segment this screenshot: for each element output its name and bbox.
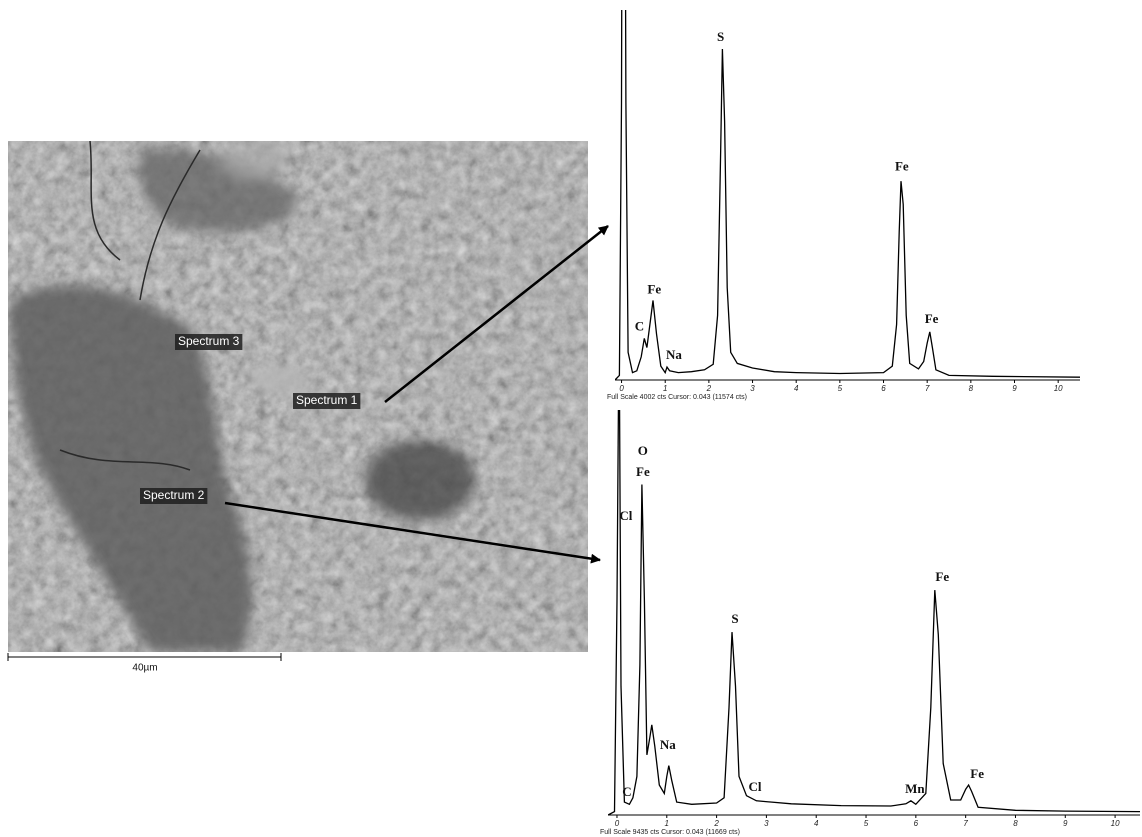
x-tick-label: 9: [1012, 384, 1017, 393]
chart-footer: Full Scale 4002 cts Cursor: 0.043 (11574…: [607, 394, 747, 401]
x-tick-label: 6: [914, 819, 919, 828]
x-tick-label: 6: [881, 384, 886, 393]
peak-label: Mn: [905, 781, 925, 796]
peak-label: Fe: [895, 158, 909, 173]
peak-label: S: [731, 611, 738, 626]
peak-label: C: [635, 318, 644, 333]
x-tick-label: 1: [663, 384, 667, 393]
spectrum-label: Spectrum 1: [296, 393, 358, 407]
peak-label: C: [622, 784, 631, 799]
peak-label: Cl: [619, 508, 632, 523]
peak-label: S: [717, 29, 724, 44]
peak-label: Fe: [935, 569, 949, 584]
peak-label: Fe: [647, 281, 661, 296]
chart-footer: Full Scale 9435 cts Cursor: 0.043 (11669…: [600, 829, 740, 836]
peak-label: Na: [660, 737, 676, 752]
x-tick-label: 5: [838, 384, 843, 393]
x-tick-label: 7: [925, 384, 930, 393]
figure: Spectrum 3 Spectrum 1 Spectrum 2 40µm 0 1 2 3…: [0, 0, 1142, 837]
x-tick-label: 10: [1111, 819, 1120, 828]
x-tick-label: 4: [794, 384, 799, 393]
x-tick-label: 8: [969, 384, 974, 393]
x-tick-label: 2: [706, 384, 712, 393]
page: {"image": {"labels": ["Spectrum 3", "Spe…: [0, 0, 1142, 837]
spectrum-chart: 0 1 2 3 4 5 6 7 8 9 10 Full Scale 4002 cts Cursor: …: [607, 0, 1080, 401]
peak-label: Fe: [636, 464, 650, 479]
x-tick-label: 1: [665, 819, 669, 828]
x-tick-label: 5: [864, 819, 869, 828]
peak-label: Na: [666, 347, 682, 362]
x-tick-label: 10: [1054, 384, 1063, 393]
x-tick-label: 8: [1013, 819, 1018, 828]
x-tick-label: 0: [615, 819, 620, 828]
spectrum-line: [615, 0, 1080, 380]
x-tick-label: 7: [963, 819, 968, 828]
scale-bar-label: 40µm: [132, 663, 157, 674]
x-tick-label: 3: [750, 384, 755, 393]
x-tick-label: 4: [814, 819, 819, 828]
x-tick-label: 9: [1063, 819, 1068, 828]
peak-label: Cl: [748, 779, 761, 794]
peak-label: O: [638, 443, 648, 458]
x-tick-label: 2: [713, 819, 719, 828]
spectrum-label: Spectrum 2: [143, 488, 205, 502]
peak-label: Fe: [925, 311, 939, 326]
peak-label: Fe: [970, 766, 984, 781]
x-tick-label: 3: [764, 819, 769, 828]
x-tick-label: 0: [619, 384, 624, 393]
spectrum-label: Spectrum 3: [178, 334, 240, 348]
